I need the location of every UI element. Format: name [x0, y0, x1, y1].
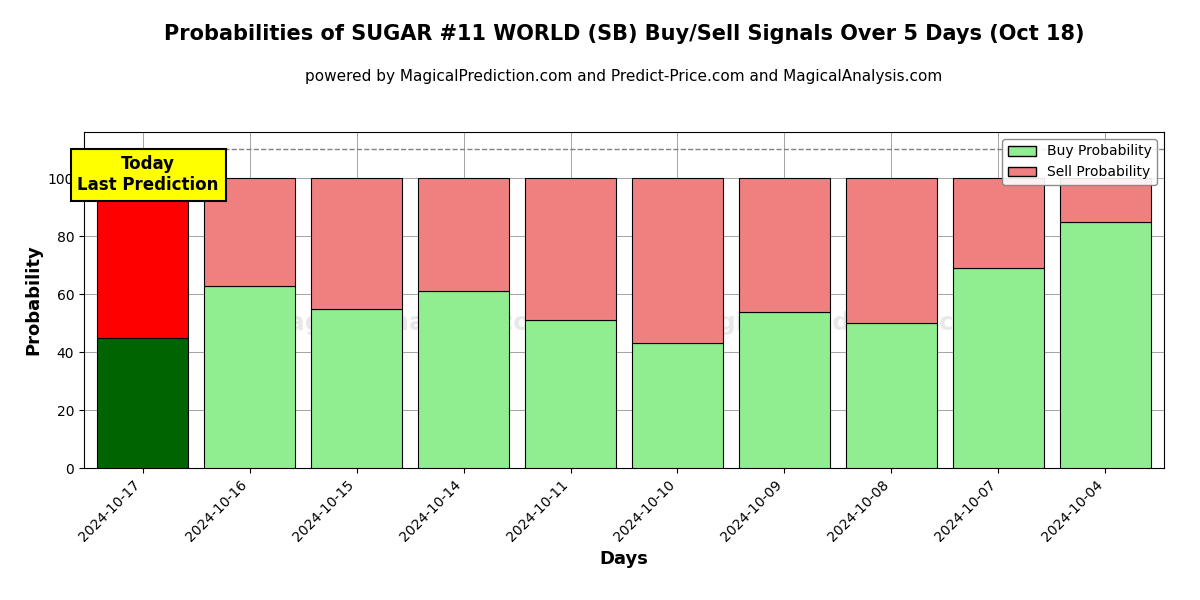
Text: MagicalAnalysis.com: MagicalAnalysis.com [263, 311, 557, 335]
Bar [1060, 222, 1151, 468]
Bar [204, 286, 295, 468]
Bar [632, 343, 722, 468]
Text: Today
Last Prediction: Today Last Prediction [78, 155, 218, 194]
Bar [953, 268, 1044, 468]
Bar [846, 178, 937, 323]
Bar [311, 178, 402, 308]
Legend: Buy Probability, Sell Probability: Buy Probability, Sell Probability [1002, 139, 1157, 185]
Bar [846, 323, 937, 468]
Text: Probabilities of SUGAR #11 WORLD (SB) Buy/Sell Signals Over 5 Days (Oct 18): Probabilities of SUGAR #11 WORLD (SB) Bu… [163, 24, 1085, 44]
Text: MagicalPrediction.com: MagicalPrediction.com [677, 311, 998, 335]
Bar [739, 178, 830, 311]
Text: powered by MagicalPrediction.com and Predict-Price.com and MagicalAnalysis.com: powered by MagicalPrediction.com and Pre… [305, 69, 943, 84]
Bar [953, 178, 1044, 268]
Bar [311, 308, 402, 468]
Bar [739, 311, 830, 468]
Bar [418, 178, 509, 292]
Bar [526, 320, 616, 468]
Y-axis label: Probability: Probability [24, 245, 42, 355]
Bar [526, 178, 616, 320]
Bar [1060, 178, 1151, 222]
Bar [97, 178, 188, 338]
X-axis label: Days: Days [600, 550, 648, 568]
Bar [97, 338, 188, 468]
Bar [418, 292, 509, 468]
Bar [204, 178, 295, 286]
Bar [632, 178, 722, 343]
